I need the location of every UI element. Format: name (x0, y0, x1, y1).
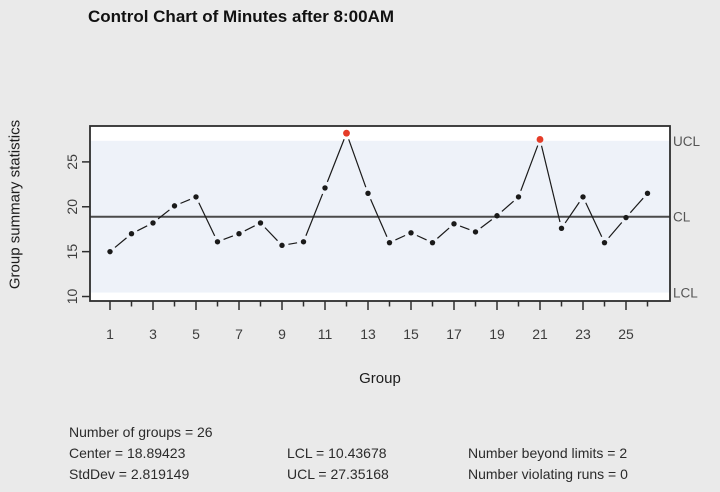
stat-violating-runs: Number violating runs = 0 (468, 466, 628, 482)
data-point (279, 242, 285, 249)
series-segment (416, 234, 427, 241)
series-segment (180, 198, 191, 204)
x-tick-label: 3 (149, 326, 157, 342)
stat-center: Center = 18.89423 (69, 445, 186, 461)
x-tick-label: 19 (489, 326, 505, 342)
data-point (472, 229, 479, 235)
series-segment (326, 139, 345, 183)
x-tick-label: 17 (446, 326, 462, 342)
series-segment (305, 193, 324, 236)
series-segment (114, 237, 127, 248)
series-segment (264, 227, 278, 242)
data-point (558, 225, 565, 232)
series-segment (459, 225, 470, 231)
data-point (408, 230, 414, 236)
data-point (257, 220, 264, 226)
stat-lcl: LCL = 10.43678 (287, 445, 387, 461)
violation-point (536, 136, 544, 143)
x-tick-label: 15 (403, 326, 419, 342)
x-tick-label: 13 (360, 326, 376, 342)
data-point (644, 190, 651, 197)
data-point (365, 190, 371, 197)
data-point (429, 239, 436, 246)
stat-number-of-groups: Number of groups = 26 (69, 424, 213, 440)
data-point (171, 203, 178, 209)
x-tick-label: 25 (618, 326, 634, 342)
chart-title: Control Chart of Minutes after 8:00AM (88, 7, 395, 26)
x-tick-label: 9 (278, 326, 286, 342)
series-segment (608, 222, 623, 239)
lcl-label: LCL (673, 286, 698, 301)
y-tick-label: 20 (64, 199, 80, 215)
data-point (623, 214, 629, 221)
data-point (300, 239, 307, 245)
data-point (580, 194, 586, 200)
stat-ucl: UCL = 27.35168 (287, 466, 389, 482)
ucl-label: UCL (673, 134, 700, 149)
y-tick-label: 10 (64, 289, 80, 305)
x-tick-label: 1 (106, 326, 114, 342)
x-tick-label: 5 (192, 326, 200, 342)
violation-point (343, 129, 350, 137)
stat-beyond-limits: Number beyond limits = 2 (468, 445, 628, 461)
series-segment (436, 227, 450, 239)
series-segment (520, 145, 539, 192)
series-segment (480, 219, 493, 229)
y-tick-label: 25 (64, 154, 80, 170)
data-point (214, 239, 221, 245)
series-segment (564, 201, 580, 224)
data-point (236, 230, 242, 237)
data-point (451, 221, 457, 227)
x-tick-label: 11 (318, 326, 333, 342)
series-segment (540, 145, 561, 223)
data-point (515, 194, 522, 200)
series-segment (501, 200, 515, 212)
cl-label: CL (673, 210, 691, 225)
series-segment (198, 202, 216, 237)
stat-stddev: StdDev = 2.819149 (69, 466, 190, 482)
series-segment (370, 199, 388, 237)
plot-box-border (89, 125, 671, 302)
series-segment (157, 209, 170, 220)
data-point (107, 248, 113, 255)
data-point (386, 239, 393, 246)
data-point (150, 220, 156, 226)
series-segment (348, 139, 367, 188)
series-segment (288, 242, 298, 245)
x-axis-title: Group (359, 370, 401, 387)
data-point (494, 213, 500, 219)
series-segment (244, 225, 255, 232)
x-tick-label: 23 (575, 326, 591, 342)
y-tick-label: 15 (64, 244, 80, 260)
series-segment (395, 234, 406, 241)
data-point (601, 239, 608, 246)
data-point (322, 185, 328, 191)
x-tick-label: 21 (532, 326, 548, 342)
series-segment (223, 235, 234, 241)
data-point (193, 194, 199, 200)
series-segment (137, 225, 148, 232)
data-point (128, 230, 135, 237)
series-segment (629, 197, 644, 214)
series-segment (585, 202, 603, 238)
x-tick-label: 7 (235, 326, 243, 342)
